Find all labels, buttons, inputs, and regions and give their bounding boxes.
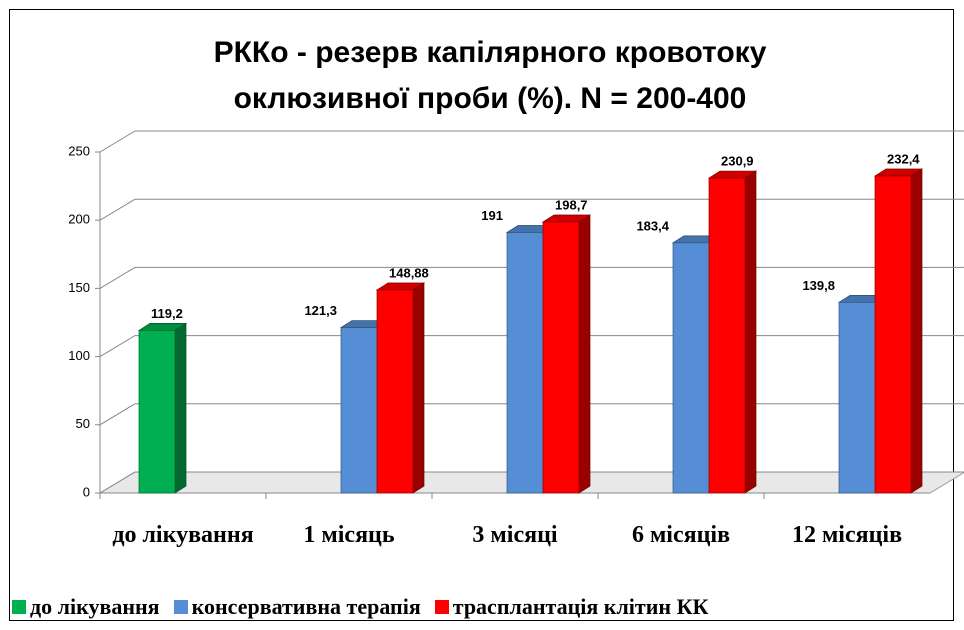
bar-front	[340, 327, 378, 494]
legend-swatch	[12, 600, 26, 614]
bar-front	[838, 301, 876, 494]
data-label: 148,88	[389, 265, 429, 280]
bar-side	[578, 214, 591, 494]
legend: до лікування консервативна терапія траспла…	[12, 594, 708, 620]
legend-label: до лікування	[30, 594, 160, 619]
x-tick-label: 6 місяців	[631, 522, 731, 548]
bar	[375, 282, 426, 494]
x-tick-label: до лікування	[112, 522, 254, 548]
legend-swatch	[173, 600, 188, 614]
legend-item: трасплантація клітин КК	[434, 594, 709, 620]
data-label: 198,7	[555, 197, 588, 212]
chart-title: РККо - резерв капілярного кровотоку оклю…	[213, 36, 767, 115]
legend-label: консервативна терапія	[191, 594, 421, 619]
bar-side	[412, 282, 425, 494]
legend-swatch	[434, 600, 449, 614]
bar	[541, 214, 592, 494]
bar	[707, 170, 758, 494]
data-label: 232,4	[887, 151, 920, 166]
bar-front	[376, 289, 414, 494]
x-tick-label: 12 місяців	[791, 522, 903, 548]
grid-line	[99, 130, 964, 153]
legend-item: консервативна терапія	[173, 594, 421, 620]
bar	[137, 322, 188, 494]
bar-side	[910, 168, 923, 494]
data-label: 139,8	[802, 278, 835, 293]
data-label: 183,4	[636, 218, 669, 233]
bar-side	[744, 170, 757, 494]
bar-front	[672, 242, 710, 494]
y-tick-label: 150	[68, 280, 90, 295]
legend-label: трасплантація клітин КК	[452, 594, 709, 619]
bar-side	[174, 322, 187, 494]
y-tick-label: 200	[68, 212, 90, 227]
y-tick-label: 50	[76, 416, 90, 431]
chart-frame	[9, 9, 954, 621]
bar-front	[138, 330, 176, 494]
grid-line	[99, 198, 964, 221]
x-tick-label: 1 місяць	[303, 522, 395, 548]
bar	[873, 168, 924, 494]
bar-front	[542, 221, 580, 494]
bar-front	[708, 177, 746, 494]
y-tick-label: 0	[83, 484, 90, 499]
y-tick-label: 100	[68, 348, 90, 363]
y-tick-label: 250	[68, 143, 90, 158]
bar-front	[506, 232, 544, 494]
legend-item: до лікування	[12, 594, 160, 620]
data-label: 119,2	[151, 306, 183, 321]
x-tick-label: 3 місяці	[472, 522, 558, 548]
bar-front	[874, 175, 912, 494]
data-label: 191	[481, 208, 503, 223]
data-label: 230,9	[721, 153, 754, 168]
data-label: 121,3	[304, 303, 337, 318]
